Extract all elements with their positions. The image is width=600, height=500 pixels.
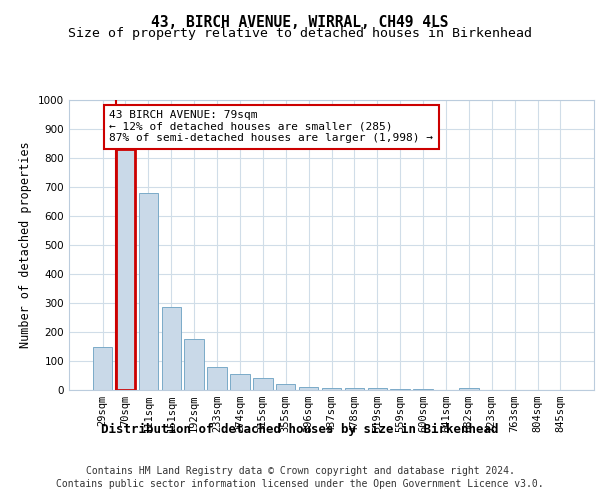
Text: 43 BIRCH AVENUE: 79sqm
← 12% of detached houses are smaller (285)
87% of semi-de: 43 BIRCH AVENUE: 79sqm ← 12% of detached… [109,110,433,144]
Bar [184,339,204,390]
Bar [344,388,364,390]
Bar [208,368,227,390]
Text: Size of property relative to detached houses in Birkenhead: Size of property relative to detached ho… [68,28,532,40]
Bar [459,388,479,390]
Bar [116,150,135,390]
Text: Contains public sector information licensed under the Open Government Licence v3: Contains public sector information licen… [56,479,544,489]
Bar [413,388,433,390]
Y-axis label: Number of detached properties: Number of detached properties [19,142,32,348]
Bar [230,374,250,390]
Text: Distribution of detached houses by size in Birkenhead: Distribution of detached houses by size … [101,422,499,436]
Bar [391,388,410,390]
Bar [93,346,112,390]
Bar [368,388,387,390]
Bar [299,386,319,390]
Bar [322,388,341,390]
Bar [161,308,181,390]
Bar [253,378,272,390]
Text: 43, BIRCH AVENUE, WIRRAL, CH49 4LS: 43, BIRCH AVENUE, WIRRAL, CH49 4LS [151,15,449,30]
Bar [139,193,158,390]
Bar [276,384,295,390]
Text: Contains HM Land Registry data © Crown copyright and database right 2024.: Contains HM Land Registry data © Crown c… [86,466,514,476]
